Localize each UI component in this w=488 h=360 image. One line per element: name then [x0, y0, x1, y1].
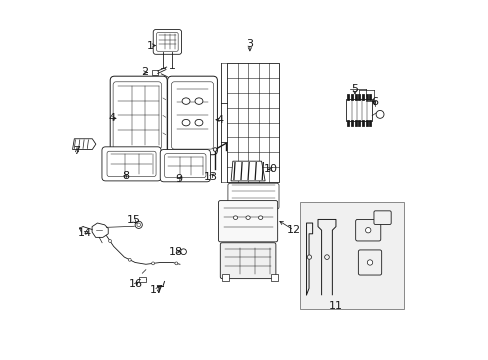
- Ellipse shape: [245, 216, 250, 220]
- Ellipse shape: [233, 216, 237, 220]
- Text: 8: 8: [122, 171, 129, 181]
- Text: 7: 7: [73, 145, 81, 156]
- Text: 14: 14: [78, 228, 92, 238]
- Ellipse shape: [182, 120, 190, 126]
- Ellipse shape: [366, 260, 372, 265]
- Ellipse shape: [108, 239, 111, 242]
- Bar: [139, 277, 145, 282]
- FancyBboxPatch shape: [153, 30, 181, 54]
- Text: 12: 12: [286, 225, 301, 235]
- Bar: [346, 99, 371, 121]
- FancyBboxPatch shape: [218, 201, 277, 242]
- Ellipse shape: [213, 148, 217, 151]
- Polygon shape: [230, 161, 264, 181]
- Ellipse shape: [195, 120, 203, 126]
- Ellipse shape: [324, 255, 328, 260]
- FancyBboxPatch shape: [167, 76, 217, 155]
- Ellipse shape: [365, 228, 370, 233]
- Ellipse shape: [375, 111, 383, 118]
- Bar: [222, 274, 229, 281]
- Ellipse shape: [151, 262, 154, 265]
- Text: 1: 1: [147, 41, 154, 50]
- FancyBboxPatch shape: [355, 220, 380, 241]
- Text: 13: 13: [203, 172, 217, 182]
- Bar: [152, 69, 158, 75]
- FancyBboxPatch shape: [373, 211, 390, 225]
- Text: 2: 2: [141, 67, 148, 77]
- FancyBboxPatch shape: [164, 154, 205, 177]
- Ellipse shape: [135, 221, 142, 228]
- Polygon shape: [72, 139, 96, 149]
- FancyBboxPatch shape: [220, 243, 275, 279]
- Text: 4: 4: [108, 113, 115, 123]
- Ellipse shape: [306, 255, 311, 259]
- FancyBboxPatch shape: [160, 149, 210, 182]
- Ellipse shape: [258, 216, 262, 220]
- FancyBboxPatch shape: [171, 82, 213, 149]
- FancyBboxPatch shape: [107, 151, 156, 176]
- Text: 15: 15: [126, 215, 140, 225]
- Text: 17: 17: [149, 285, 163, 296]
- Text: 16: 16: [129, 279, 143, 289]
- Text: 4: 4: [216, 115, 223, 125]
- Text: 5: 5: [351, 84, 358, 94]
- Ellipse shape: [128, 258, 131, 261]
- FancyBboxPatch shape: [113, 82, 161, 149]
- Text: 10: 10: [264, 164, 278, 174]
- Bar: [271, 274, 278, 281]
- Ellipse shape: [182, 98, 190, 104]
- Text: 9: 9: [175, 174, 183, 184]
- Text: 11: 11: [328, 301, 342, 311]
- FancyBboxPatch shape: [358, 250, 381, 275]
- Ellipse shape: [180, 249, 186, 255]
- Bar: [300, 202, 403, 309]
- FancyBboxPatch shape: [227, 183, 279, 209]
- FancyBboxPatch shape: [110, 76, 167, 155]
- FancyBboxPatch shape: [102, 147, 161, 181]
- Text: 3: 3: [246, 39, 253, 49]
- Text: 18: 18: [168, 247, 183, 257]
- Ellipse shape: [175, 262, 178, 265]
- Polygon shape: [92, 223, 108, 237]
- Ellipse shape: [137, 223, 140, 226]
- Text: 6: 6: [370, 97, 377, 107]
- Ellipse shape: [195, 98, 203, 104]
- FancyBboxPatch shape: [156, 33, 178, 51]
